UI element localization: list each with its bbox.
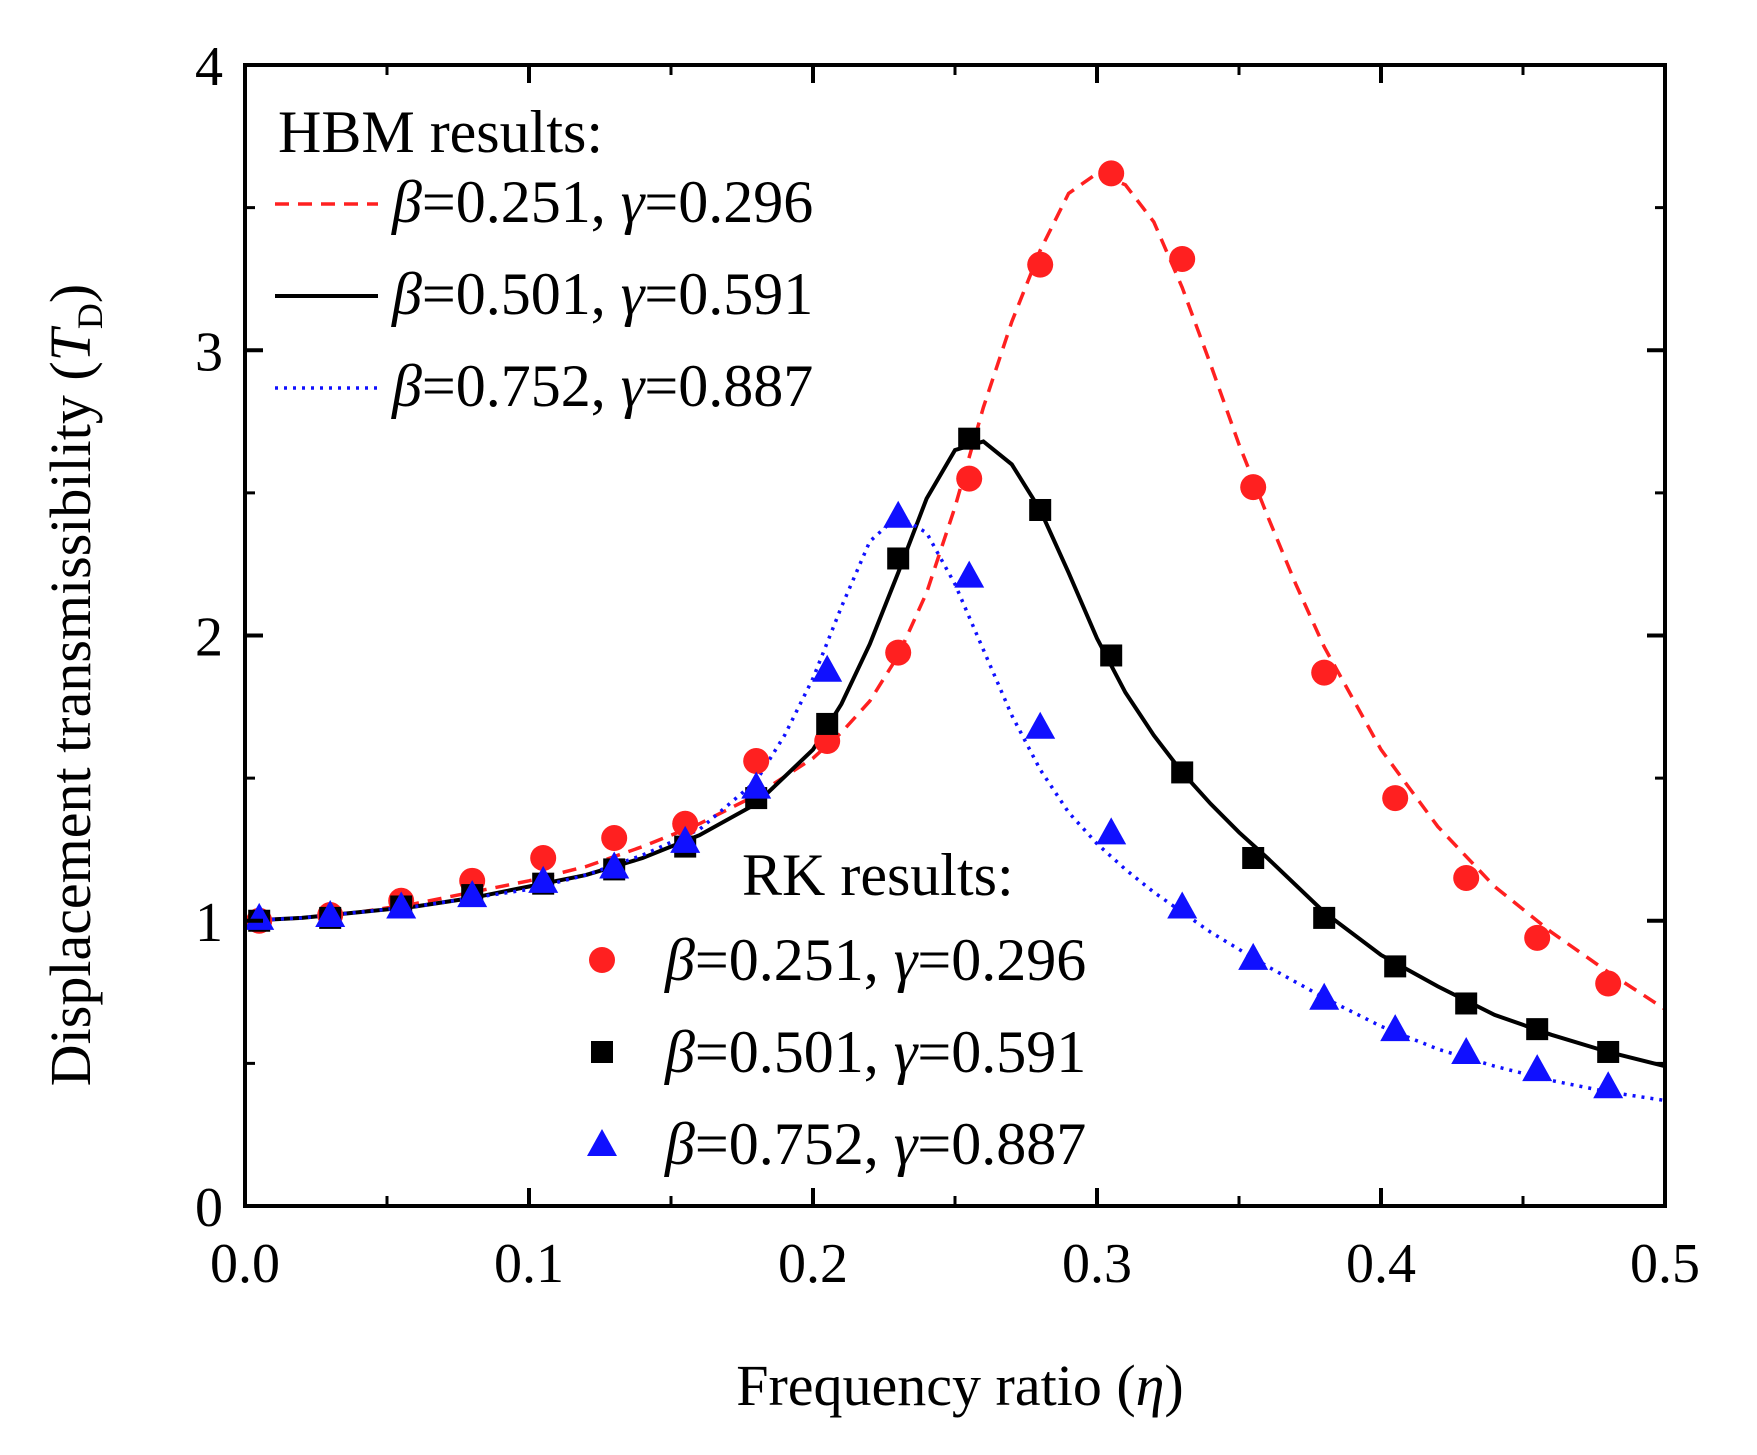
- legend-rk-label-3: β=0.752, γ=0.887: [664, 1111, 1086, 1177]
- rk-point-2-14: [1171, 761, 1194, 784]
- hbm-curve-1: [244, 171, 1666, 1011]
- rk-point-3-11: [954, 560, 985, 588]
- rk-point-2-12: [1029, 498, 1052, 521]
- y-tick-label: 0: [195, 1177, 223, 1239]
- rk-point-1-18: [1453, 864, 1480, 891]
- rk-point-2-10: [887, 547, 910, 570]
- rk-point-3-14: [1167, 891, 1198, 919]
- legend-hbm: HBM results: β=0.251, γ=0.296 β=0.501, γ=…: [275, 99, 813, 419]
- rk-point-1-13: [1098, 160, 1125, 187]
- rk-point-3-19: [1522, 1054, 1553, 1082]
- rk-point-1-14: [1169, 245, 1196, 272]
- rk-point-1-19: [1524, 924, 1551, 951]
- hbm-curve-3: [244, 513, 1666, 1103]
- legend-rk-marker-1: [589, 947, 615, 973]
- rk-point-3-16: [1309, 982, 1340, 1010]
- legend-rk-title: RK results:: [742, 842, 1014, 908]
- rk-point-2-17: [1384, 955, 1407, 978]
- rk-point-1-17: [1382, 785, 1409, 812]
- legend-hbm-label-1: β=0.251, γ=0.296: [391, 169, 813, 235]
- rk-point-1-16: [1311, 659, 1338, 686]
- rk-point-3-18: [1451, 1036, 1482, 1064]
- rk-point-3-20: [1593, 1071, 1624, 1099]
- y-tick-label: 4: [195, 36, 223, 98]
- rk-point-3-13: [1096, 817, 1127, 845]
- rk-point-3-12: [1025, 711, 1056, 739]
- legend-hbm-label-2: β=0.501, γ=0.591: [391, 261, 813, 327]
- legend-rk-label-1: β=0.251, γ=0.296: [664, 927, 1086, 993]
- x-tick-label: 0.3: [1062, 1233, 1132, 1295]
- rk-point-2-11: [958, 427, 981, 450]
- rk-point-3-17: [1380, 1014, 1411, 1042]
- legend-rk-marker-2: [591, 1041, 613, 1063]
- rk-point-3-8: [741, 771, 772, 799]
- rk-point-1-8: [743, 748, 770, 775]
- x-tick-label: 0.0: [210, 1233, 280, 1295]
- rk-point-2-20: [1597, 1040, 1620, 1063]
- rk-point-3-9: [812, 654, 843, 682]
- rk-point-2-13: [1100, 644, 1123, 667]
- rk-point-1-11: [956, 465, 983, 492]
- legend-hbm-title: HBM results:: [278, 99, 603, 165]
- y-axis-title: Displacement transmissibility (TD): [38, 284, 110, 1086]
- rk-point-1-10: [885, 639, 912, 666]
- rk-point-1-20: [1595, 970, 1622, 997]
- rk-point-2-16: [1313, 906, 1336, 929]
- y-tick-label: 1: [195, 892, 223, 954]
- rk-point-1-15: [1240, 474, 1267, 501]
- rk-point-3-6: [599, 851, 630, 879]
- axes: 0.0 0.1 0.2 0.3 0.4 0.5 0 1 2 3 4: [195, 36, 1700, 1295]
- legend-hbm-label-3: β=0.752, γ=0.887: [391, 353, 813, 419]
- rk-point-3-2: [315, 900, 346, 928]
- x-tick-label: 0.2: [778, 1233, 848, 1295]
- y-tick-label: 2: [195, 607, 223, 669]
- rk-point-2-18: [1455, 992, 1478, 1015]
- rk-point-3-10: [883, 500, 914, 528]
- x-tick-label: 0.4: [1346, 1233, 1416, 1295]
- rk-point-3-3: [386, 891, 417, 919]
- rk-point-2-19: [1526, 1018, 1549, 1041]
- y-tick-label: 3: [195, 321, 223, 383]
- rk-point-3-7: [670, 825, 701, 853]
- rk-point-3-1: [244, 902, 275, 930]
- rk-point-1-12: [1027, 251, 1054, 278]
- rk-point-1-7: [672, 810, 699, 837]
- rk-point-2-15: [1242, 846, 1265, 869]
- rk-point-1-5: [530, 844, 557, 871]
- x-axis-title: Frequency ratio (η): [736, 1353, 1184, 1418]
- rk-point-3-15: [1238, 942, 1269, 970]
- rk-point-1-6: [601, 825, 628, 852]
- x-tick-label: 0.1: [494, 1233, 564, 1295]
- plot-area: [244, 160, 1666, 1103]
- x-tick-label: 0.5: [1630, 1233, 1700, 1295]
- legend-rk: RK results: β=0.251, γ=0.296 β=0.501, γ=0…: [587, 842, 1086, 1177]
- rk-point-3-4: [457, 880, 488, 908]
- legend-rk-marker-3: [587, 1129, 617, 1156]
- legend-rk-label-2: β=0.501, γ=0.591: [664, 1019, 1086, 1085]
- rk-point-2-9: [816, 712, 839, 735]
- rk-point-3-5: [528, 865, 559, 893]
